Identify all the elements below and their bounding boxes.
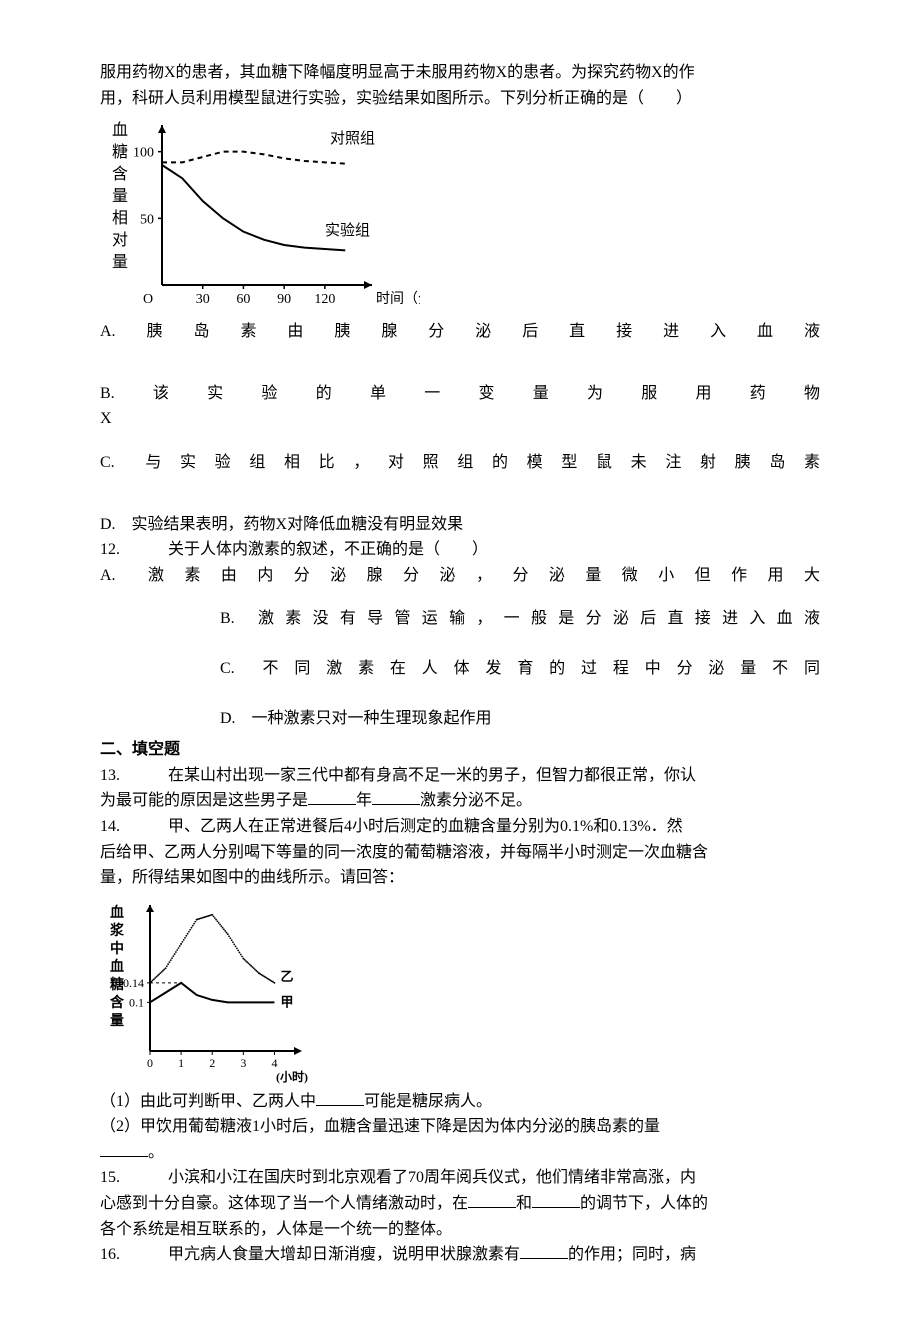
- svg-text:2: 2: [209, 1056, 215, 1070]
- q16-line1: 16. 甲亢病人食量大增却日渐消瘦，说明甲状腺激素有 的作用；同时，病: [100, 1242, 820, 1268]
- svg-text:90: 90: [277, 292, 291, 307]
- q11-option-b-tail: X: [100, 406, 820, 432]
- blank: [532, 1191, 580, 1208]
- svg-text:乙: 乙: [280, 969, 293, 984]
- q12-option-b: B. 激 素 没 有 导 管 运 输 ， 一 般 是 分 泌 后 直 接 进 入…: [100, 606, 820, 632]
- q14-line1: 14. 甲、乙两人在正常进餐后4小时后测定的血糖含量分别为0.1%和0.13%．…: [100, 814, 820, 840]
- gap: [100, 345, 820, 363]
- q14-p1b: 可能是糖尿病人。: [364, 1093, 492, 1110]
- q14-line3: 量，所得结果如图中的曲线所示。请回答：: [100, 865, 820, 891]
- q11-option-d: D. 实验结果表明，药物X对降低血糖没有明显效果: [100, 512, 820, 538]
- q14-p2-end: 。: [148, 1144, 164, 1161]
- svg-text:120: 120: [314, 292, 335, 307]
- q11-option-c: C. 与 实 验 组 相 比 ， 对 照 组 的 模 型 鼠 未 注 射 胰 岛…: [100, 450, 820, 476]
- svg-text:3: 3: [240, 1056, 246, 1070]
- svg-text:0.14: 0.14: [123, 976, 144, 990]
- q16-l1a: 16. 甲亢病人食量大增却日渐消瘦，说明甲状腺激素有: [100, 1246, 520, 1263]
- q16-l1b: 的作用；同时，病: [568, 1246, 696, 1263]
- svg-text:量: 量: [112, 188, 128, 205]
- blank: [372, 788, 420, 805]
- blank: [520, 1242, 568, 1259]
- q14-sub2-end: 。: [100, 1140, 820, 1166]
- q13-line2: 为最可能的原因是这些男子是 年 激素分泌不足。: [100, 788, 820, 814]
- q13-l2b: 年: [356, 792, 372, 809]
- svg-text:4: 4: [271, 1056, 277, 1070]
- gap: [100, 363, 820, 381]
- svg-text:50: 50: [140, 213, 154, 228]
- svg-text:中: 中: [110, 940, 124, 957]
- q15-l2a: 心感到十分自豪。这体现了当一个人情绪激动时，在: [100, 1195, 468, 1212]
- svg-text:O: O: [143, 292, 153, 307]
- svg-text:糖: 糖: [110, 976, 124, 993]
- q12-option-d: D. 一种激素只对一种生理现象起作用: [100, 706, 820, 732]
- svg-text:对照组: 对照组: [330, 130, 375, 147]
- gap: [100, 494, 820, 512]
- q14-line2: 后给甲、乙两人分别喝下等量的同一浓度的葡萄糖溶液，并每隔半小时测定一次血糖含: [100, 840, 820, 866]
- svg-text:60: 60: [236, 292, 250, 307]
- gap: [100, 432, 820, 450]
- svg-text:100: 100: [133, 146, 154, 161]
- gap: [100, 638, 820, 656]
- q13-l2c: 激素分泌不足。: [420, 792, 532, 809]
- q13-l2a: 为最可能的原因是这些男子是: [100, 792, 308, 809]
- intro-line1: 服用药物X的患者，其血糖下降幅度明显高于未服用药物X的患者。为探究药物X的作: [100, 60, 820, 86]
- q13-line1: 13. 在某山村出现一家三代中都有身高不足一米的男子，但智力都很正常，你认: [100, 763, 820, 789]
- svg-text:量: 量: [110, 1013, 124, 1029]
- svg-text:(小时): (小时): [276, 1069, 308, 1084]
- gap: [100, 588, 820, 606]
- q15-l2b: 和: [516, 1195, 532, 1212]
- q14-sub1: （1）由此可判断甲、乙两人中 可能是糖尿病人。: [100, 1089, 820, 1115]
- blank: [100, 1140, 148, 1157]
- blank: [308, 788, 356, 805]
- svg-text:0.1: 0.1: [129, 995, 144, 1009]
- intro-line2: 用，科研人员利用模型鼠进行实验，实验结果如图所示。下列分析正确的是（ ）: [100, 86, 820, 112]
- svg-text:甲: 甲: [280, 994, 293, 1009]
- svg-text:血: 血: [110, 958, 124, 975]
- svg-text:30: 30: [196, 292, 210, 307]
- svg-text:含: 含: [112, 165, 128, 183]
- svg-text:0: 0: [147, 1056, 153, 1070]
- q14-p1a: （1）由此可判断甲、乙两人中: [100, 1093, 316, 1110]
- svg-text:血: 血: [112, 121, 128, 139]
- q14-sub2: （2）甲饮用葡萄糖液1小时后，血糖含量迅速下降是因为体内分泌的胰岛素的量: [100, 1114, 820, 1140]
- gap: [100, 476, 820, 494]
- q15-line3: 各个系统是相互联系的，人体是一个统一的整体。: [100, 1217, 820, 1243]
- svg-text:浆: 浆: [110, 922, 125, 939]
- q15-line1: 15. 小滨和小江在国庆时到北京观看了70周年阅兵仪式，他们情绪非常高涨，内: [100, 1165, 820, 1191]
- svg-text:糖: 糖: [112, 143, 128, 161]
- section-fill-title: 二、填空题: [100, 737, 820, 763]
- svg-text:量: 量: [112, 254, 128, 271]
- q15-line2: 心感到十分自豪。这体现了当一个人情绪激动时，在 和 的调节下，人体的: [100, 1191, 820, 1217]
- svg-text:对: 对: [112, 231, 128, 249]
- blank: [316, 1089, 364, 1106]
- svg-text:相: 相: [112, 209, 128, 227]
- svg-text:血: 血: [110, 904, 124, 921]
- blank: [468, 1191, 516, 1208]
- gap: [100, 688, 820, 706]
- svg-text:实验组: 实验组: [325, 222, 370, 239]
- q11-option-a: A. 胰 岛 素 由 胰 腺 分 泌 后 直 接 进 入 血 液: [100, 319, 820, 345]
- svg-text:含: 含: [110, 994, 125, 1011]
- q12-option-c: C. 不 同 激 素 在 人 体 发 育 的 过 程 中 分 泌 量 不 同: [100, 656, 820, 682]
- svg-text:时间（分）: 时间（分）: [376, 291, 420, 307]
- q15-l2c: 的调节下，人体的: [580, 1195, 708, 1212]
- q12-option-a: A. 激 素 由 内 分 泌 腺 分 泌 ， 分 泌 量 微 小 但 作 用 大: [100, 563, 820, 589]
- page: 服用药物X的患者，其血糖下降幅度明显高于未服用药物X的患者。为探究药物X的作 用…: [0, 0, 920, 1328]
- glucose-curve-chart: 血浆中血糖含量0.10.1401234(小时)甲乙: [100, 895, 310, 1085]
- q11-option-b: B. 该 实 验 的 单 一 变 量 为 服 用 药 物: [100, 381, 820, 407]
- blood-sugar-chart: 血糖含量相对量50100306090120O时间（分）对照组实验组: [100, 115, 420, 315]
- q12-stem: 12. 关于人体内激素的叙述，不正确的是（ ）: [100, 537, 820, 563]
- svg-text:1: 1: [178, 1056, 184, 1070]
